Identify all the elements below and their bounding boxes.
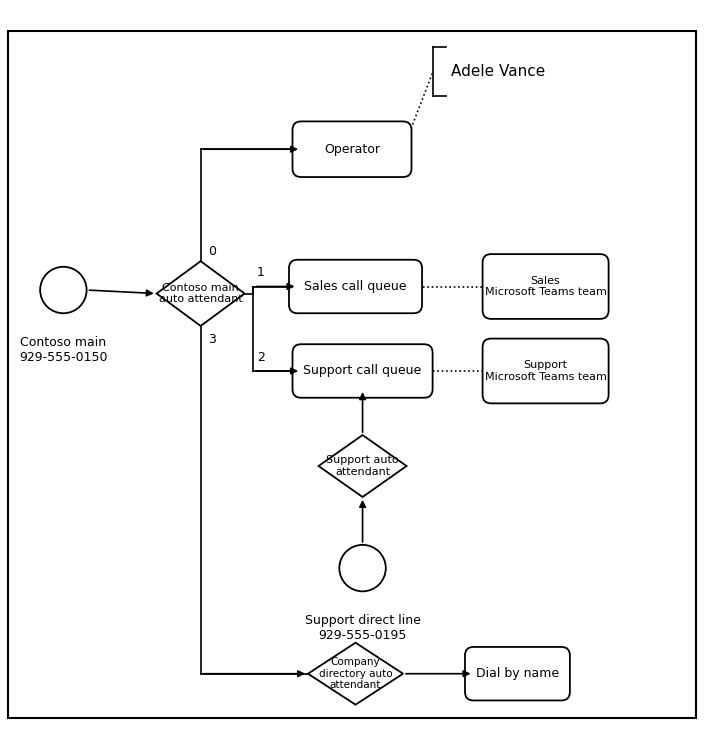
Text: Dial by name: Dial by name [476, 667, 559, 680]
Text: 1: 1 [257, 267, 265, 279]
Text: Operator: Operator [324, 143, 380, 156]
Text: 0: 0 [208, 245, 215, 258]
Text: Sales
Microsoft Teams team: Sales Microsoft Teams team [484, 276, 607, 297]
Text: Sales call queue: Sales call queue [304, 280, 407, 293]
Text: Support direct line
929-555-0195: Support direct line 929-555-0195 [305, 614, 420, 642]
FancyBboxPatch shape [483, 254, 609, 319]
Text: Support call queue: Support call queue [303, 365, 422, 377]
FancyBboxPatch shape [293, 345, 432, 398]
Text: Support auto
attendant: Support auto attendant [326, 455, 399, 477]
Text: Contoso main
929-555-0150: Contoso main 929-555-0150 [19, 336, 108, 364]
Text: Company
directory auto
attendant: Company directory auto attendant [319, 657, 392, 691]
FancyBboxPatch shape [293, 121, 411, 177]
Text: 3: 3 [208, 333, 215, 346]
FancyBboxPatch shape [465, 647, 570, 700]
Text: Contoso main
auto attendant: Contoso main auto attendant [159, 282, 242, 304]
Text: Adele Vance: Adele Vance [451, 64, 545, 79]
Text: 2: 2 [257, 351, 265, 364]
Text: Support
Microsoft Teams team: Support Microsoft Teams team [484, 360, 607, 382]
FancyBboxPatch shape [483, 339, 609, 404]
FancyBboxPatch shape [289, 260, 422, 313]
